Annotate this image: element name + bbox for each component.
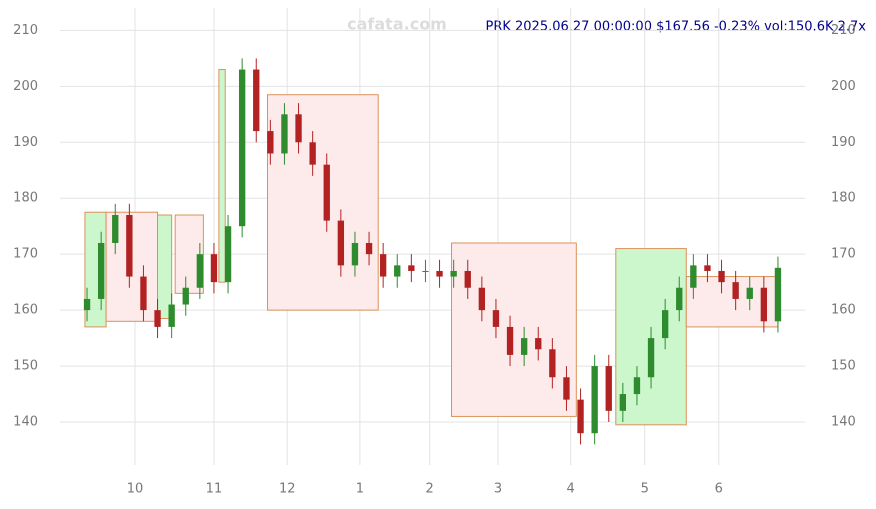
x-tick-label: 6 [715,482,723,497]
candle-body [267,131,274,154]
candle-body [295,114,302,143]
candle-body [746,287,753,299]
candle-body [774,267,782,322]
candle-body [281,114,288,154]
candle-body [379,254,387,277]
candle-body [154,310,161,327]
candle-body [196,254,204,288]
candle-body [238,69,246,227]
candle-body [323,164,330,221]
candle-body [83,298,91,311]
candle-body [605,366,612,411]
zone [157,214,173,320]
zone [451,242,577,417]
candle-body [633,377,641,395]
candle-body [182,287,189,305]
candle-body [337,220,345,266]
candle-body [704,265,711,271]
candle-body [394,265,401,277]
y-tick-label: 140 [831,415,856,430]
x-tick-label: 1 [356,482,364,497]
candle-body [97,242,105,299]
watermark: cafata.com [347,15,447,34]
y-tick-label: 170 [13,247,38,262]
candle-body [478,287,486,311]
candle-body [112,215,119,243]
x-tick-label: 3 [494,482,502,497]
candle-body [408,265,415,271]
y-tick-label: 150 [13,359,38,374]
x-tick-label: 2 [426,482,434,497]
candle-body [732,282,739,299]
chart-title: PRK 2025.06.27 00:00:00 $167.56 -0.23% v… [485,20,866,35]
candle-body [549,349,556,378]
y-tick-label: 210 [831,23,856,38]
candle-body [351,242,359,266]
candle-body [126,215,133,277]
candle-body [577,399,584,434]
candle-body [647,338,655,378]
candle-body [436,270,443,277]
candle-body [210,254,218,283]
candle-body [690,265,697,288]
candle-body [464,270,471,288]
candle-body [253,69,260,132]
candle-body [619,394,627,411]
x-tick-label: 11 [206,482,223,497]
y-tick-label: 140 [13,415,38,430]
candle-body [760,287,768,322]
y-tick-label: 150 [831,359,856,374]
candle-body [506,326,514,355]
candle-body [661,310,669,339]
candle-body [365,242,373,255]
y-tick-label: 180 [13,191,38,206]
candle-body [422,270,429,272]
y-tick-label: 190 [13,135,38,150]
candle-body [492,310,500,327]
x-tick-label: 10 [127,482,144,497]
candle-body [520,338,528,355]
candle-body [168,304,175,327]
y-tick-label: 160 [831,303,856,318]
candle-body [591,366,598,434]
y-tick-label: 210 [13,23,38,38]
candle-body [535,338,542,350]
candle-body [309,142,316,165]
candle-body [718,270,725,283]
y-tick-label: 190 [831,135,856,150]
x-tick-label: 12 [279,482,296,497]
x-tick-label: 5 [641,482,649,497]
candle-body [676,287,683,311]
candle-body [563,377,570,400]
y-tick-label: 160 [13,303,38,318]
candle-body [140,276,147,311]
y-tick-label: 200 [831,79,856,94]
y-tick-label: 180 [831,191,856,206]
candle-body [224,226,232,283]
x-tick-label: 4 [567,482,575,497]
y-tick-label: 170 [831,247,856,262]
zone [218,69,226,283]
y-tick-label: 200 [13,79,38,94]
candle-body [450,270,457,277]
